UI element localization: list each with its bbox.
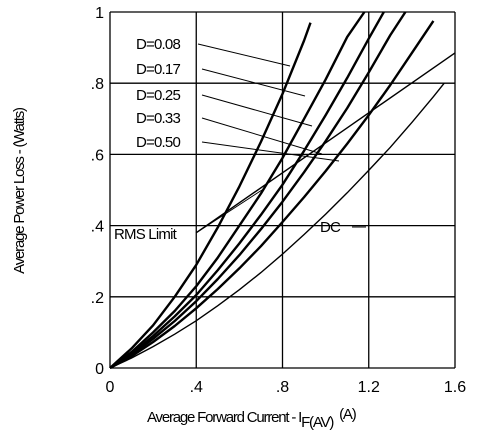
annotation-leader-4 — [201, 141, 340, 162]
annotation-leader-3 — [201, 117, 323, 155]
annotation-label-4: D=0.50 — [136, 134, 180, 151]
y-axis-label: Average Power Loss - (Watts) — [11, 107, 28, 274]
series-line-dc — [109, 82, 445, 369]
annotation-label-1: D=0.17 — [136, 61, 180, 78]
annotation-label-6: RMS Limit — [114, 226, 178, 243]
y-tick-label-0: 0 — [95, 361, 104, 378]
series-line-d-0-08 — [109, 22, 312, 369]
x-tick-label-2: .8 — [276, 379, 289, 396]
x-axis-label: Average Forward Current - IF(AV) (A) — [147, 406, 357, 431]
x-tick-label-1: .4 — [190, 379, 203, 396]
x-axis-label-unit: (A) — [339, 406, 357, 423]
y-tick-label-3: .6 — [91, 147, 104, 164]
y-tick-label-2: .4 — [91, 219, 104, 236]
tick-labels: 0 .4 .8 1.2 1.6 0 .2 .4 .6 .8 1 — [91, 5, 467, 396]
x-tick-label-3: 1.2 — [358, 379, 380, 396]
x-axis-label-main: Average Forward Current - I — [147, 409, 301, 426]
y-tick-label-4: .8 — [91, 76, 104, 93]
grid — [109, 11, 456, 369]
annotation-label-2: D=0.25 — [136, 87, 180, 104]
annotation-leader-1 — [201, 68, 306, 97]
x-tick-label-4: 1.6 — [444, 379, 466, 396]
annotation-label-0: D=0.08 — [136, 36, 180, 53]
annotation-label-3: D=0.33 — [136, 110, 180, 127]
y-tick-label-1: .2 — [91, 290, 104, 307]
y-tick-label-5: 1 — [95, 5, 104, 22]
annotation-leader-2 — [201, 94, 313, 127]
series-line-d-0-17 — [109, 11, 366, 369]
annotation-leader-6 — [195, 189, 263, 234]
annotation-label-5: DC — [320, 219, 341, 236]
series-line-d-0-50 — [109, 20, 435, 370]
series-curves — [109, 11, 445, 370]
series-line-d-0-25 — [109, 11, 385, 370]
annotations: D=0.08 D=0.17 D=0.25 D=0.33 D=0.50 DC RMS Limi… — [114, 36, 366, 243]
annotation-leader-0 — [197, 43, 291, 67]
series-line-d-0-33 — [109, 11, 407, 370]
x-axis-label-subscript: F(AV) — [301, 414, 334, 431]
x-tick-label-0: 0 — [106, 379, 115, 396]
